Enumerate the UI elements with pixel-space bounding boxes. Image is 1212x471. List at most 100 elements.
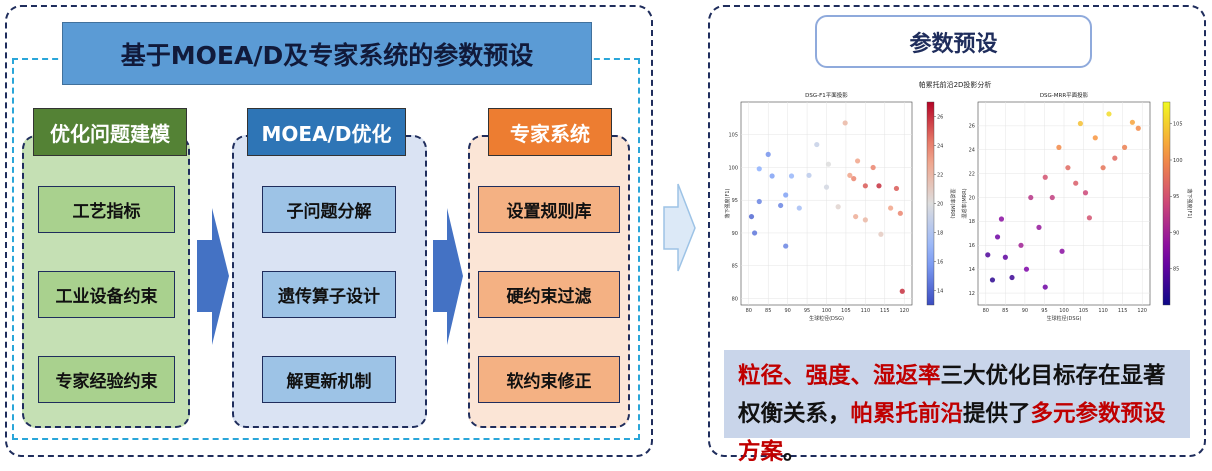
- column-item: 专家经验约束: [38, 356, 175, 403]
- column-item: 软约束修正: [478, 356, 620, 403]
- x-tick-label: 120: [1137, 308, 1147, 314]
- point: [862, 183, 868, 189]
- point: [806, 172, 812, 178]
- colorbar-label: 落下强度(F1): [1186, 189, 1193, 219]
- point: [854, 158, 861, 164]
- point: [1135, 125, 1141, 131]
- colorbar-tick-label: 22: [937, 172, 943, 178]
- point: [1018, 242, 1024, 248]
- right-panel: [708, 5, 1206, 457]
- y-tick-label: 22: [969, 171, 975, 177]
- point: [1065, 165, 1071, 171]
- point: [870, 164, 876, 171]
- point: [1121, 144, 1128, 150]
- y-tick-label: 95: [732, 198, 738, 204]
- point: [835, 204, 841, 210]
- point: [765, 151, 771, 157]
- point: [998, 216, 1005, 222]
- point: [1028, 194, 1034, 201]
- point: [899, 288, 905, 294]
- y-tick-label: 24: [969, 148, 975, 154]
- colorbar-label: 湿返率(MRR): [949, 188, 956, 218]
- point: [1023, 266, 1030, 272]
- summary-text: 多元参数预设方案: [738, 401, 1166, 465]
- point: [985, 252, 991, 258]
- colorbar-tick-label: 95: [1173, 194, 1179, 200]
- point: [1042, 174, 1048, 180]
- x-tick-label: 110: [861, 308, 871, 314]
- x-tick-label: 115: [880, 308, 890, 314]
- x-tick-label: 90: [784, 308, 790, 314]
- x-tick-label: 110: [1098, 308, 1108, 314]
- point: [994, 234, 1001, 240]
- colorbar-tick-label: 14: [937, 288, 943, 294]
- y-tick-label: 12: [969, 291, 975, 297]
- y-axis-label: 湿返率(MRR): [961, 188, 968, 218]
- x-tick-label: 105: [841, 308, 851, 314]
- y-tick-label: 85: [732, 264, 738, 270]
- point: [825, 161, 832, 167]
- point: [893, 185, 900, 192]
- left-panel: [5, 5, 653, 457]
- point: [1049, 194, 1055, 201]
- column-item: 工艺指标: [38, 186, 175, 233]
- colorbar-tick-label: 20: [937, 201, 943, 207]
- summary-text: 粒径、强度、湿返率: [738, 363, 941, 389]
- point: [1086, 215, 1093, 221]
- plot-title: DSG-MRR平面投影: [1040, 91, 1089, 99]
- point: [756, 198, 762, 205]
- point: [1042, 284, 1048, 290]
- colorbar-tick-label: 18: [937, 230, 943, 236]
- point: [1082, 190, 1089, 196]
- point: [756, 166, 762, 172]
- x-axis-label: 生球粒径(DSG): [1047, 315, 1082, 322]
- point: [1073, 180, 1079, 186]
- column-item: 硬约束过滤: [478, 271, 620, 318]
- column-item: 遗传算子设计: [262, 271, 396, 318]
- right-title: 参数预设: [815, 15, 1092, 68]
- colorbar-tick-label: 16: [937, 259, 943, 265]
- point: [851, 176, 857, 182]
- flow-arrow: [433, 208, 463, 345]
- point: [1077, 120, 1084, 127]
- x-tick-label: 95: [804, 308, 810, 314]
- y-tick-label: 90: [732, 231, 738, 237]
- column-item: 工业设备约束: [38, 271, 175, 318]
- column-item: 解更新机制: [262, 356, 396, 403]
- y-tick-label: 26: [969, 124, 975, 130]
- point: [888, 205, 894, 211]
- point: [1100, 165, 1106, 171]
- x-tick-label: 120: [899, 308, 909, 314]
- point: [1059, 248, 1065, 254]
- point: [748, 213, 755, 220]
- colorbar-tick-label: 26: [937, 114, 943, 120]
- colorbar-tick-label: 85: [1173, 267, 1179, 273]
- x-tick-label: 105: [1079, 308, 1089, 314]
- point: [783, 243, 789, 249]
- left-title: 基于MOEA/D及专家系统的参数预设: [62, 22, 592, 85]
- column-item: 子问题分解: [262, 186, 396, 233]
- point: [769, 173, 775, 179]
- y-axis-label: 落下强度(F1): [724, 188, 731, 218]
- x-tick-label: 80: [746, 308, 752, 314]
- x-tick-label: 80: [983, 308, 989, 314]
- column-item: 设置规则库: [478, 186, 620, 233]
- summary-text: 。: [783, 439, 806, 465]
- x-axis-label: 生球粒径(DSG): [809, 315, 844, 322]
- summary-text: 三大优化目标存在显著权衡关系，: [738, 363, 1166, 427]
- colorbar: [926, 101, 935, 306]
- colorbar-tick-label: 90: [1173, 230, 1179, 236]
- y-tick-label: 105: [728, 133, 738, 139]
- y-tick-label: 18: [969, 219, 975, 225]
- point: [1129, 119, 1136, 125]
- x-tick-label: 100: [822, 308, 832, 314]
- point: [1036, 224, 1042, 230]
- column-title: 优化问题建模: [33, 108, 187, 156]
- point: [752, 230, 758, 236]
- point: [788, 173, 795, 179]
- point: [878, 231, 884, 237]
- point: [853, 213, 859, 220]
